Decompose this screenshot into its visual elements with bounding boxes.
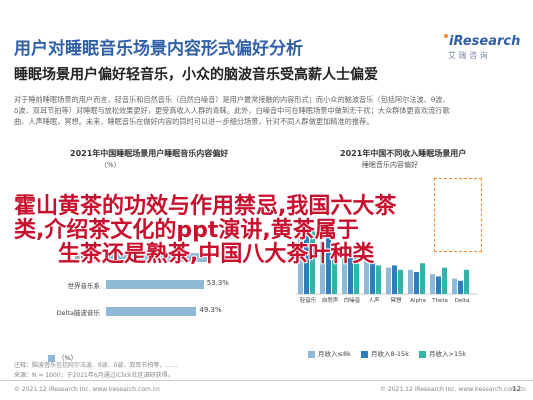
page-subtitle: 睡眠场景用户偏好轻音乐，小众的脑波音乐受高薪人士偏爱 <box>14 67 378 83</box>
source-note: 来源：N = 1000；于2021年6月通过iClick社区调研获得。 <box>14 372 174 379</box>
highlight-box <box>434 178 482 252</box>
paragraph-line: 对于睡前睡眠场景的用户而言，轻音乐和自然音乐（自然白噪音）是用户最常接触的内容形… <box>14 95 450 104</box>
grouped-bar <box>430 274 435 294</box>
bar <box>106 253 213 262</box>
grouped-bar <box>386 267 391 294</box>
right-bar-chart: 轻音乐 自然声 白噪音 人声 冥想 Alpha Theta Delta <box>296 176 478 304</box>
grouped-bar <box>304 221 309 294</box>
legend-swatch <box>419 350 427 358</box>
grouped-bar <box>376 265 381 294</box>
legend-item: 月收入>15k <box>429 350 467 358</box>
footnote: 注释：脑波音乐包括阿尔法波、θ波、δ波、双耳节拍等，…… <box>14 362 178 369</box>
left-chart-title: 2021年中国睡眠场景用户睡眠音乐内容偏好 <box>70 149 229 158</box>
grouped-bar <box>414 272 419 294</box>
grouped-bar <box>298 225 303 294</box>
grouped-bar <box>452 278 457 294</box>
bar-label: 人声歌曲系 <box>67 255 101 263</box>
legend-swatch <box>360 350 368 358</box>
grouped-bar <box>392 265 397 294</box>
grouped-bar <box>320 241 325 294</box>
left-chart-legend: （%） <box>40 352 77 362</box>
logo-text: iResearch <box>449 34 521 49</box>
overlay-line: 类,介绍茶文化的ppt演讲,黄茶属于 <box>14 218 359 243</box>
category-tick-label: Delta <box>455 298 470 304</box>
grouped-bar <box>370 263 375 294</box>
page-footer: © 2021.12 iResearch Inc. www.iresearch.c… <box>0 384 533 398</box>
bar-value-label: 53.3% <box>206 279 229 287</box>
grouped-bar <box>408 269 413 294</box>
legend-swatch <box>308 350 315 358</box>
overlay-line: 霍山黄茶的功效与作用禁忌,我国六大茶 <box>14 194 397 219</box>
paragraph-line: 曲、人声睡眠，冥想。未来，睡眠音乐在做好内容的同时可以进一步细分场景，针对不同人… <box>14 117 374 126</box>
grouped-bar <box>310 230 315 294</box>
intro-paragraph: 对于睡前睡眠场景的用户而言，轻音乐和自然音乐（自然白噪音）是用户最常接触的内容形… <box>14 94 514 127</box>
grouped-bar <box>354 250 359 294</box>
logo-dot-icon <box>444 34 448 38</box>
grouped-bar <box>464 269 469 294</box>
page-number: 12 <box>512 385 521 393</box>
bar <box>106 307 197 316</box>
legend-item: 月收入≤8k <box>318 350 351 358</box>
bar-value-label: 57.9% <box>215 252 238 260</box>
legend-swatch <box>48 354 55 362</box>
overlay-caption: 霍山黄茶的功效与作用禁忌,我国六大茶 类,介绍茶文化的ppt演讲,黄茶属于 生茶… <box>14 195 524 267</box>
grouped-bar <box>348 256 353 294</box>
bar-value-label: 49.3% <box>199 306 222 314</box>
bar-label: Delta脑波音乐 <box>56 309 100 317</box>
grouped-bar <box>332 245 337 294</box>
logo-subtext: 艾 瑞 咨 询 <box>448 51 488 60</box>
category-tick-label: 白噪音 <box>344 296 361 304</box>
grouped-bar <box>458 280 463 294</box>
iresearch-logo: iResearch <box>444 34 520 49</box>
paragraph-line: δ波、双耳节拍等）对睡眠与放松效果更好，更受高收入人群的青睐。此外，白噪音中可在… <box>14 106 450 115</box>
page-title: 用户对睡眠音乐场景内容形式偏好分析 <box>14 39 303 59</box>
right-chart-subtitle: 睡眠音乐内容偏好 <box>362 161 418 169</box>
left-chart-subtitle: （%） <box>100 161 121 169</box>
grouped-bar <box>364 261 369 294</box>
legend-item: 月收入8-15k <box>370 350 409 358</box>
legend-item: （%） <box>58 354 78 362</box>
category-tick-label: 轻音乐 <box>300 296 317 304</box>
category-tick-label: 冥想 <box>390 296 402 304</box>
grouped-bar <box>420 263 425 294</box>
category-tick-label: 人声 <box>368 296 380 304</box>
left-bar-chart: 人声歌曲系 57.9% 世界音乐系 53.3% Delta脑波音乐 49.3% <box>0 252 300 342</box>
category-tick-label: Alpha <box>410 298 426 304</box>
grouped-bar <box>326 236 331 294</box>
right-chart-title: 2021年中国不同收入睡眠场景用户 <box>340 149 467 158</box>
grouped-bar <box>436 276 441 294</box>
category-tick-label: 自然声 <box>322 296 339 304</box>
footer-left: © 2021.12 iResearch Inc. www.iresearch.c… <box>14 386 160 393</box>
overlay-line: 生茶还是熟茶,中国八大茶叶种类 <box>58 242 375 267</box>
grouped-bar <box>442 267 447 294</box>
footer-divider <box>0 380 533 381</box>
footer-right: © 2021.12 iResearch Inc. www.iresearch.c… <box>380 386 526 393</box>
bar <box>106 280 204 289</box>
bar-label: 世界音乐系 <box>67 282 101 290</box>
grouped-bar <box>398 269 403 294</box>
right-bar-chart-svg: 轻音乐 自然声 白噪音 人声 冥想 Alpha Theta Delta <box>296 221 478 304</box>
grouped-bar <box>342 254 347 294</box>
category-tick-label: Theta <box>431 298 448 304</box>
right-chart-legend: 月收入≤8k 月收入8-15k 月收入>15k <box>300 348 466 358</box>
